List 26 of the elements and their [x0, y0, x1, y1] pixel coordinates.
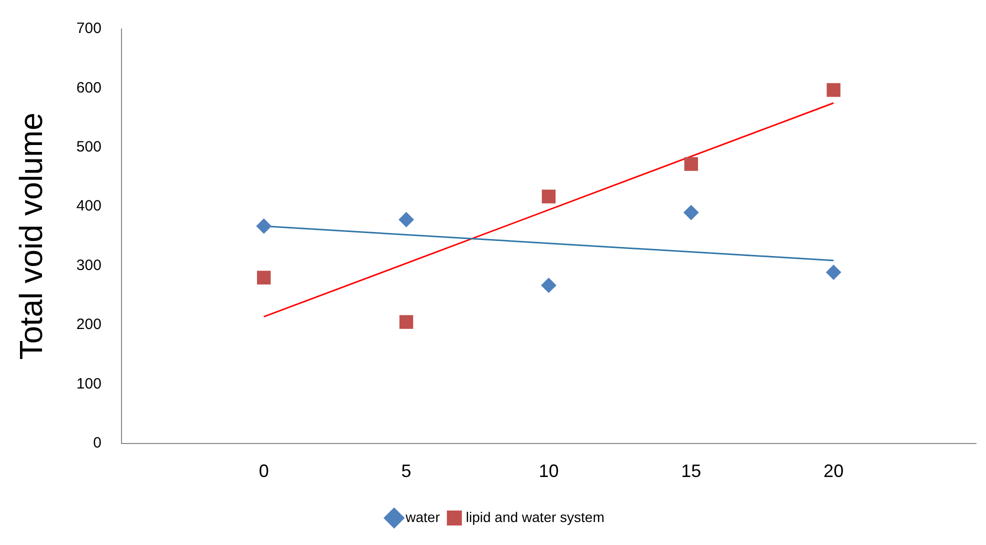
x-tick-label: 5	[401, 461, 412, 482]
x-tick-label: 15	[681, 461, 702, 482]
point	[684, 157, 698, 171]
y-tick-label: 600	[76, 79, 102, 96]
x-tick-label: 10	[538, 461, 559, 482]
point	[399, 315, 414, 329]
y-tick-label: 200	[76, 316, 102, 334]
point	[256, 270, 271, 285]
y-tick-label: 0	[93, 434, 102, 452]
point	[256, 218, 272, 234]
x-tick-label: 20	[824, 461, 844, 482]
y-tick-label: 500	[76, 138, 102, 156]
y-axis-title: Total void volume	[13, 112, 50, 360]
legend-label: lipid and water system	[466, 508, 604, 525]
x-tick-label: 0	[258, 461, 269, 482]
y-tick-label: 300	[76, 256, 102, 274]
y-tick-label: 400	[76, 198, 102, 215]
point	[826, 83, 840, 97]
legend-label: water	[404, 508, 440, 525]
point	[541, 278, 556, 293]
point	[826, 264, 842, 280]
y-tick-label: 700	[76, 20, 102, 38]
point	[398, 212, 414, 228]
y-tick-label: 100	[76, 375, 102, 392]
point	[684, 205, 699, 220]
point	[542, 190, 556, 204]
